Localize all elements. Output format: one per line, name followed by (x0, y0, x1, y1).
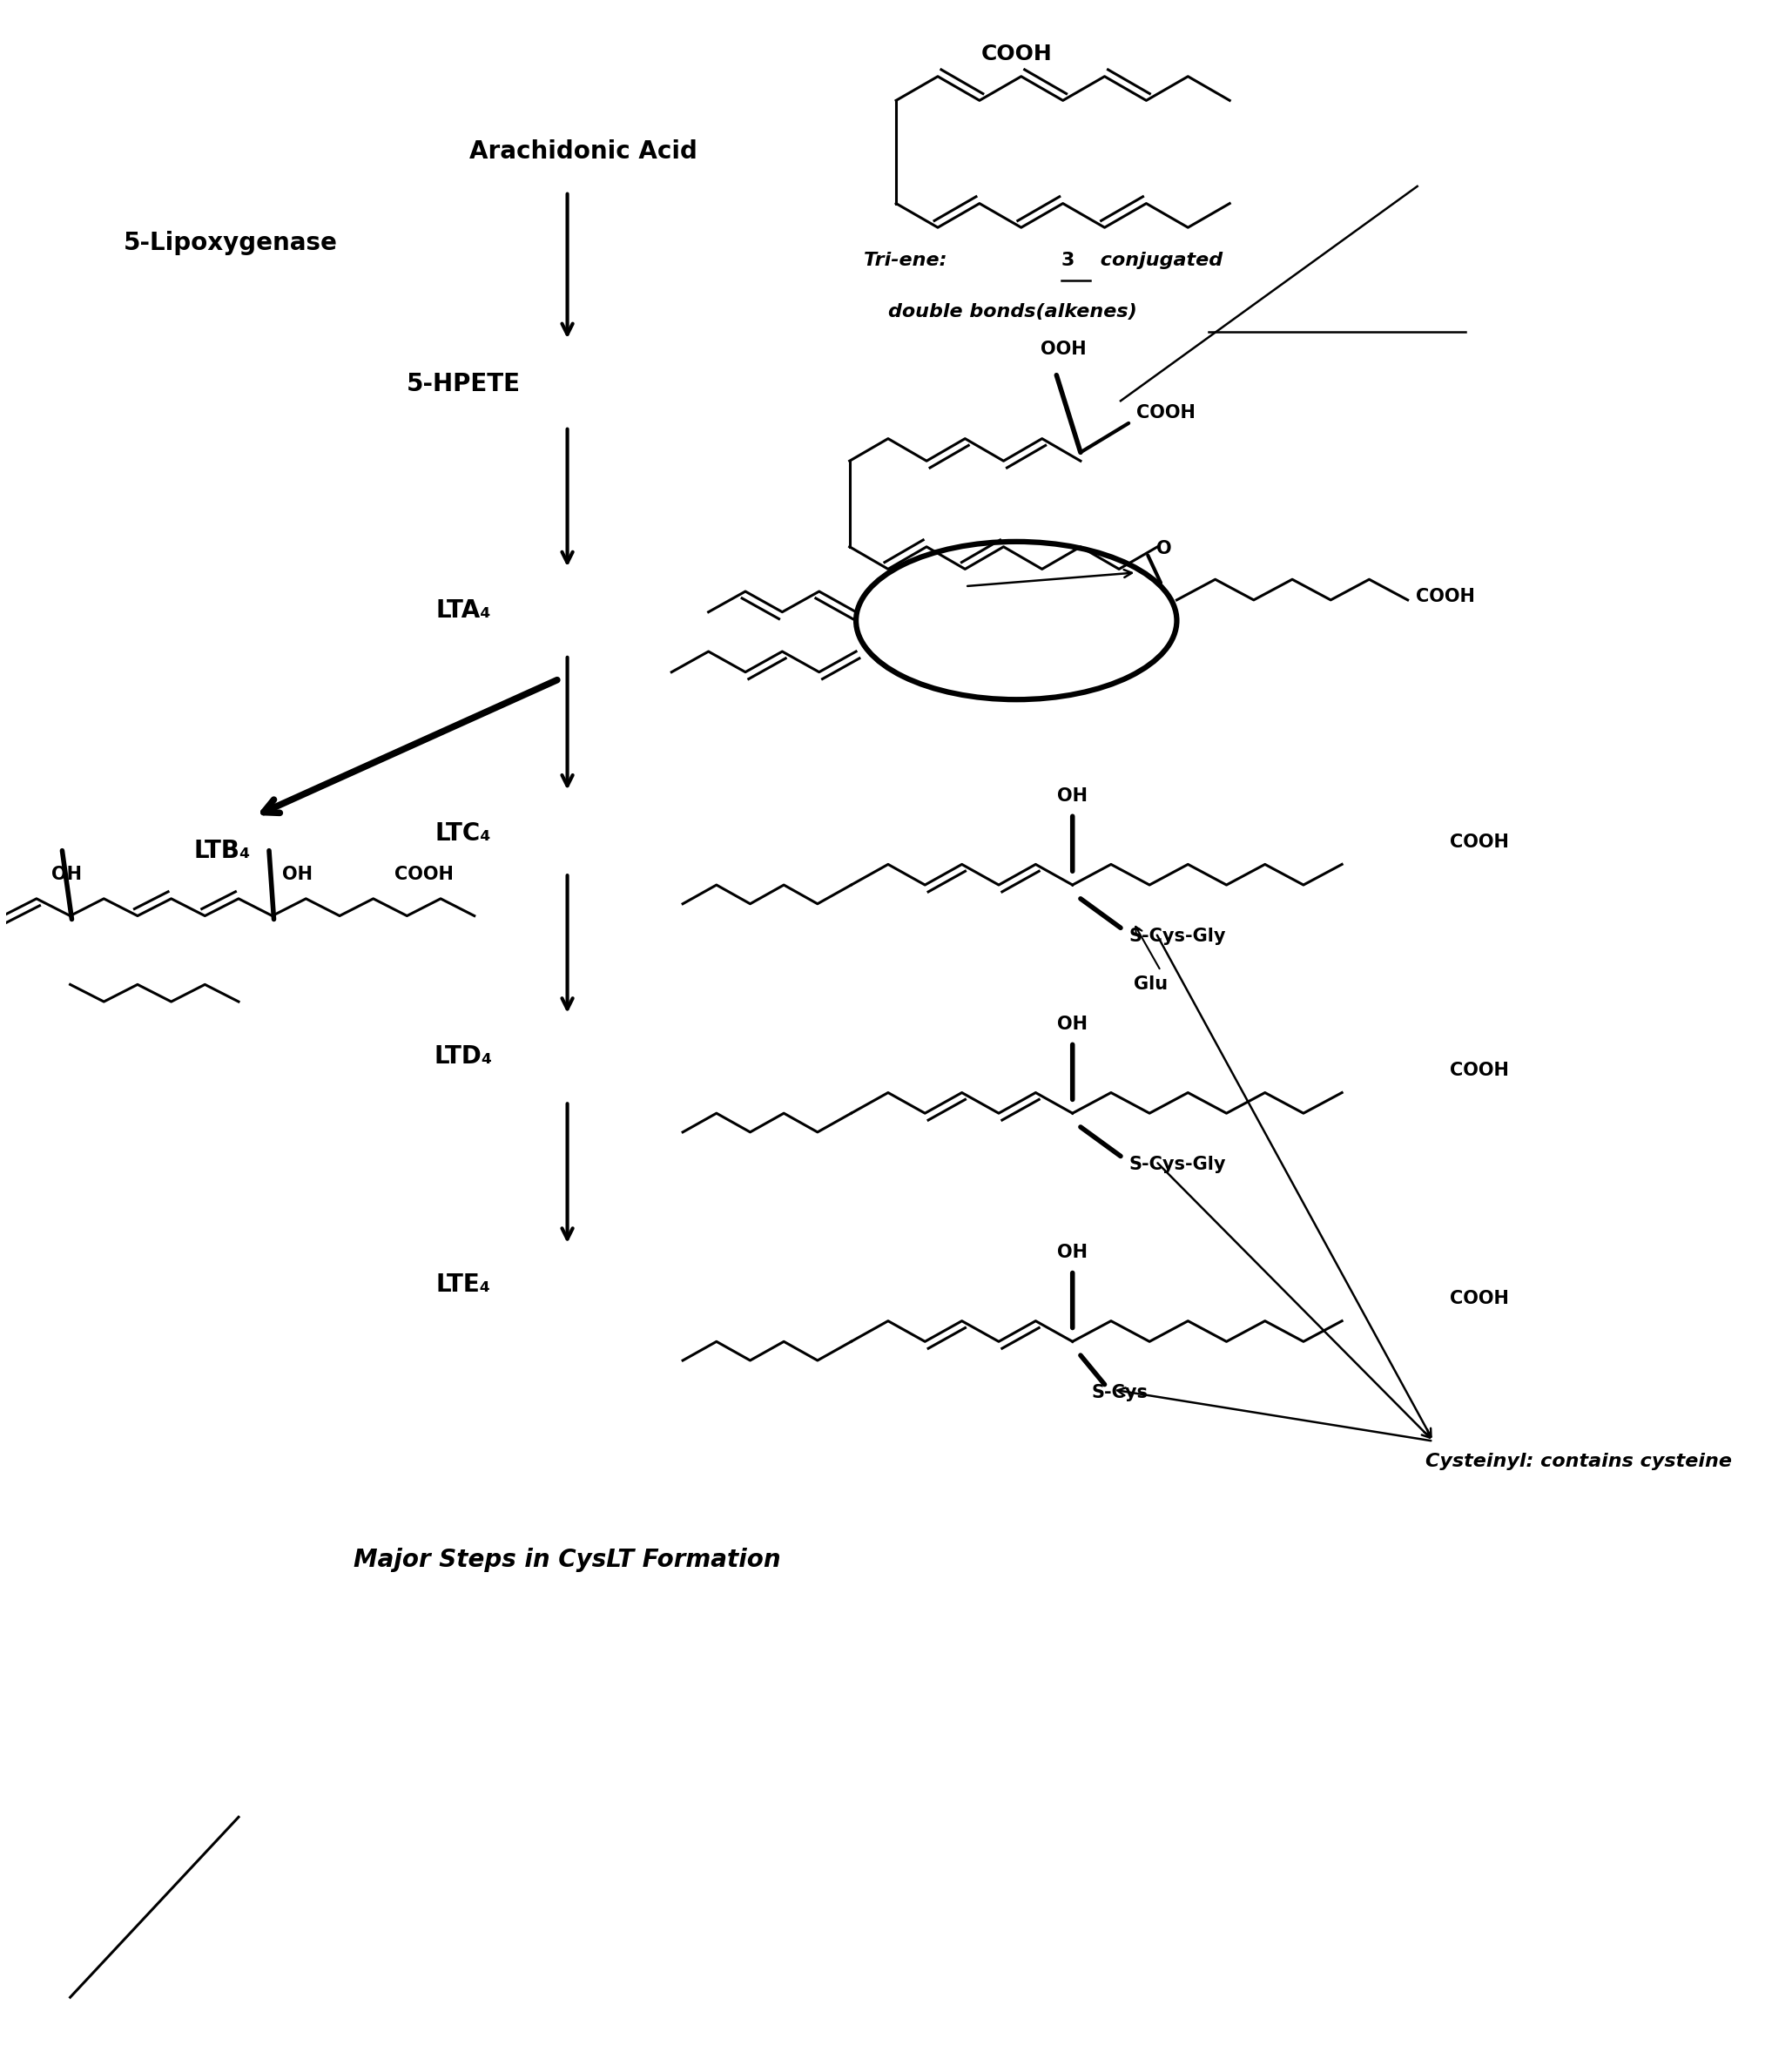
Text: LTB₄: LTB₄ (194, 839, 251, 862)
Text: Glu: Glu (1133, 976, 1167, 992)
Text: OH: OH (1057, 1243, 1087, 1262)
Text: OOH: OOH (1040, 340, 1085, 358)
Text: S-Cys-Gly: S-Cys-Gly (1128, 1156, 1225, 1173)
Text: COOH: COOH (1449, 833, 1509, 852)
Text: Major Steps in CysLT Formation: Major Steps in CysLT Formation (353, 1548, 780, 1573)
Text: 5-HPETE: 5-HPETE (406, 371, 521, 396)
Text: COOH: COOH (1416, 588, 1476, 605)
Text: O: O (1156, 541, 1172, 557)
Text: double bonds(alkenes): double bonds(alkenes) (888, 303, 1137, 321)
Text: LTC₄: LTC₄ (434, 821, 491, 845)
Text: OH: OH (51, 866, 81, 883)
Text: COOH: COOH (1449, 1291, 1509, 1307)
Text: 5-Lipoxygenase: 5-Lipoxygenase (124, 230, 337, 255)
Text: COOH: COOH (394, 866, 454, 883)
Text: COOH: COOH (1137, 404, 1195, 421)
Text: COOH: COOH (1449, 1061, 1509, 1080)
Text: LTE₄: LTE₄ (436, 1272, 491, 1297)
Text: LTD₄: LTD₄ (434, 1044, 492, 1069)
Text: 3: 3 (1061, 251, 1075, 269)
Text: OH: OH (1057, 1015, 1087, 1032)
Text: S-Cys-Gly: S-Cys-Gly (1128, 928, 1225, 945)
Text: conjugated: conjugated (1093, 251, 1223, 269)
Text: OH: OH (1057, 787, 1087, 804)
Text: COOH: COOH (981, 44, 1052, 64)
Text: Cysteinyl: contains cysteine: Cysteinyl: contains cysteine (1426, 1452, 1731, 1471)
Text: Arachidonic Acid: Arachidonic Acid (469, 139, 697, 164)
Text: Tri-ene:: Tri-ene: (865, 251, 960, 269)
Text: S-Cys: S-Cys (1093, 1384, 1149, 1403)
Text: OH: OH (282, 866, 312, 883)
Text: LTA₄: LTA₄ (436, 599, 491, 622)
